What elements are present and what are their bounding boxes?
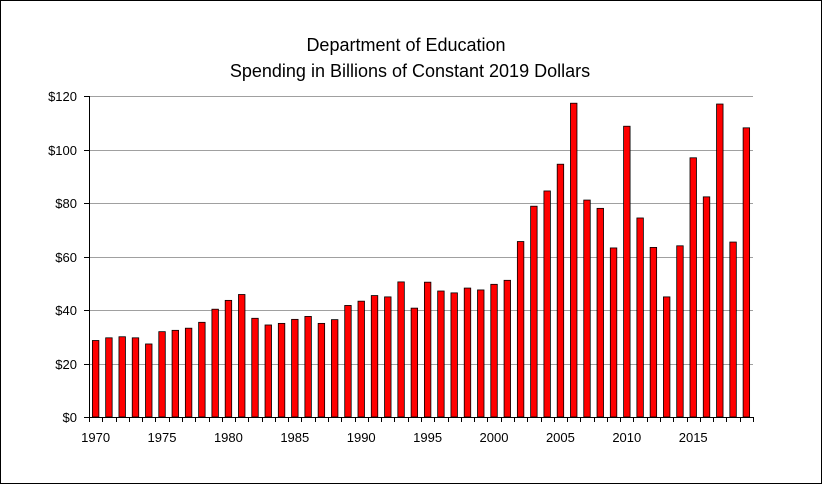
bar-1996: [437, 290, 445, 418]
y-tick-labels: $0 $20 $40 $60 $80 $100 $120: [48, 89, 77, 425]
bar-1972: [118, 336, 126, 418]
bar-2014: [676, 245, 684, 418]
bar-1984: [277, 322, 286, 418]
y-tick-label-0: $0: [63, 410, 77, 425]
bar-1970: [91, 340, 100, 418]
bar-1997: [450, 292, 458, 418]
bar-2002: [516, 241, 525, 418]
x-tick-label-1995: 1995: [413, 430, 442, 445]
bar-1988: [331, 319, 339, 418]
bar-2016: [702, 196, 711, 418]
bar-1977: [184, 327, 193, 418]
bar-2019: [742, 127, 751, 418]
axes: [84, 96, 754, 422]
x-tick-label-1990: 1990: [347, 430, 376, 445]
x-tick-label-1970: 1970: [81, 430, 110, 445]
bar-2013: [663, 296, 671, 418]
bar-2008: [596, 207, 604, 418]
bar-1978: [198, 321, 206, 418]
bar-2012: [649, 247, 658, 418]
bar-2005: [556, 163, 565, 418]
y-tick-label-1: $20: [55, 357, 77, 372]
x-tick-label-2005: 2005: [546, 430, 575, 445]
bar-2007: [583, 199, 591, 418]
x-tick-label-2000: 2000: [480, 430, 509, 445]
x-tick-label-1980: 1980: [214, 430, 243, 445]
bar-1974: [145, 343, 153, 418]
bar-1989: [344, 305, 352, 418]
bar-1990: [357, 300, 365, 418]
bar-1976: [171, 329, 179, 418]
bar-1982: [251, 317, 259, 418]
bar-1983: [264, 324, 272, 418]
bar-1975: [158, 331, 166, 418]
bar-2018: [729, 241, 737, 418]
x-tick-label-1975: 1975: [148, 430, 177, 445]
bar-1998: [463, 287, 472, 418]
bar-1987: [317, 322, 326, 418]
bar-2004: [543, 190, 551, 418]
bar-2015: [689, 157, 697, 418]
y-tick-label-5: $100: [48, 143, 77, 158]
bar-1979: [211, 308, 219, 418]
bar-2011: [636, 217, 644, 418]
bar-1981: [238, 294, 246, 418]
y-tick-label-3: $60: [55, 250, 77, 265]
bar-2003: [530, 205, 538, 418]
chart-title: Department of Education: [306, 35, 505, 55]
bar-1973: [131, 337, 140, 418]
chart-subtitle: Spending in Billions of Constant 2019 Do…: [230, 61, 590, 81]
bar-2006: [570, 102, 578, 418]
bar-1986: [304, 316, 312, 418]
bar-1991: [370, 295, 379, 418]
bar-1971: [105, 337, 113, 418]
bar-2001: [503, 279, 511, 418]
bar-1993: [397, 281, 405, 418]
bar-1999: [477, 289, 485, 418]
y-tick-label-4: $80: [55, 196, 77, 211]
bar-2010: [623, 125, 631, 418]
y-tick-label-2: $40: [55, 303, 77, 318]
bars: [91, 102, 751, 418]
x-tick-labels: 1970 1975 1980 1985 1990 1995 2000 2005 2010 2015: [81, 430, 708, 445]
x-tick-label-1985: 1985: [280, 430, 309, 445]
bar-1994: [410, 307, 419, 418]
x-tick-label-2010: 2010: [612, 430, 641, 445]
bar-2009: [609, 247, 618, 418]
bar-1980: [224, 299, 233, 418]
bar-1992: [384, 296, 392, 418]
bar-2000: [490, 283, 498, 418]
x-tick-label-2015: 2015: [679, 430, 708, 445]
bar-1995: [423, 281, 432, 418]
y-tick-label-6: $120: [48, 89, 77, 104]
bar-1985: [291, 318, 299, 418]
bar-2017: [716, 103, 724, 418]
